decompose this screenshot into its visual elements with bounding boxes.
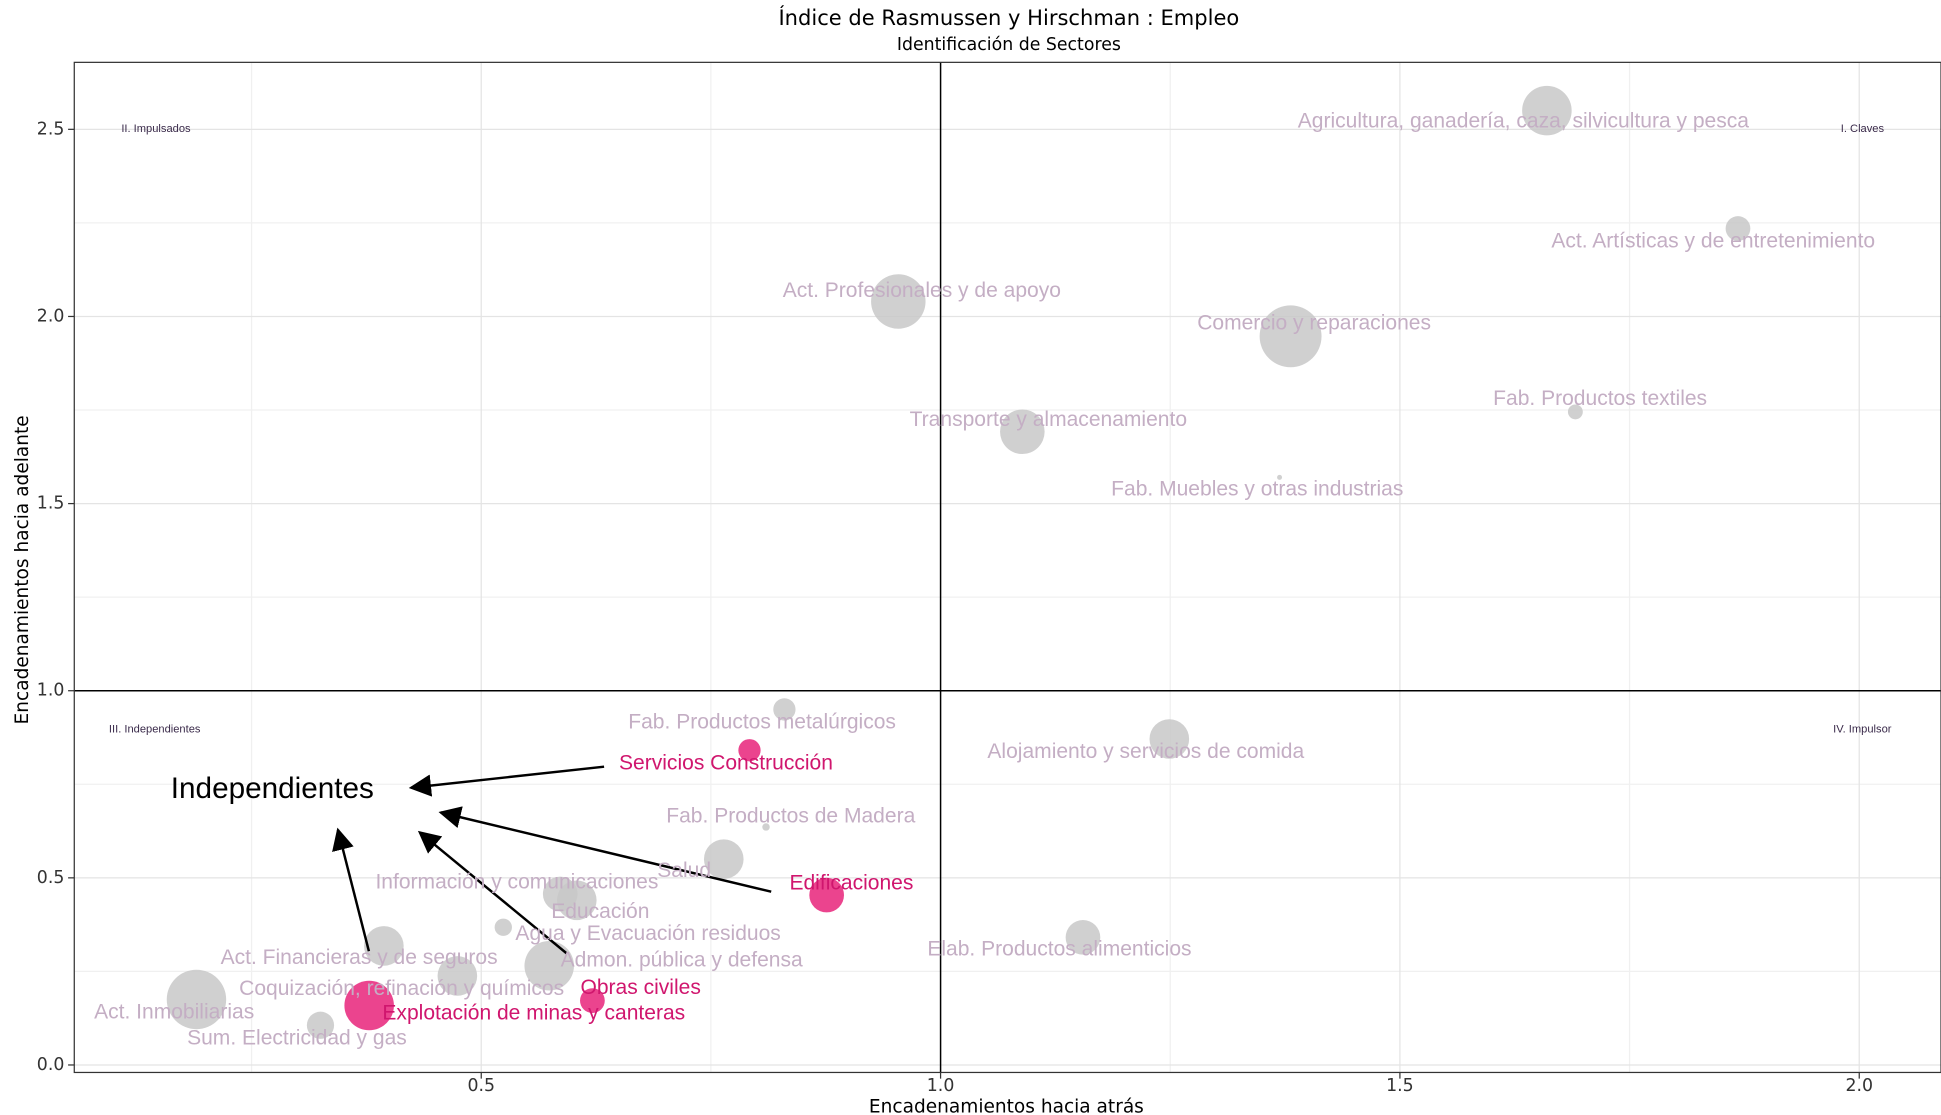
bubble (1259, 305, 1322, 368)
bubble (166, 969, 227, 1030)
point-label: Fab. Muebles y otras industrias (1111, 477, 1403, 500)
point-label: Fab. Productos de Madera (666, 805, 915, 828)
point-label: Admon. pública y defensa (561, 948, 803, 971)
arrow (332, 827, 371, 952)
grid (73, 61, 1941, 1074)
x-tick-label: 2.0 (1845, 1076, 1873, 1096)
point-label: Comercio y reparaciones (1197, 311, 1431, 334)
bubble (738, 739, 761, 762)
bubble (344, 980, 394, 1031)
plot-border (73, 61, 1941, 1074)
quadrant-label: I. Claves (1841, 123, 1885, 135)
bubble (1567, 404, 1583, 420)
point-label: Fab. Productos metalúrgicos (628, 711, 896, 734)
point-label: Act. Financieras y de seguros (221, 946, 498, 969)
point-label: Coquización, refinación y químicos (239, 977, 564, 1000)
bubble (437, 956, 478, 996)
bubble (1000, 409, 1045, 455)
bubble (364, 926, 404, 966)
bubble (306, 1011, 335, 1039)
x-axis-label: Encadenamientos hacia atrás (869, 1097, 1144, 1115)
point-label: Sum. Electricidad y gas (187, 1026, 407, 1049)
bubble (703, 839, 744, 879)
chart-title: Índice de Rasmussen y Hirschman : Empleo (778, 5, 1239, 30)
point-label: Act. Artísticas y de entretenimiento (1551, 230, 1875, 253)
quadrant-label: III. Independientes (109, 724, 201, 736)
point-label: Agricultura, ganadería, caza, silvicultu… (1298, 109, 1750, 132)
bubble (762, 823, 770, 831)
point-label: Servicios Construcción (619, 751, 833, 774)
bubble (524, 941, 574, 991)
bubble (494, 918, 512, 936)
quadrant-label: II. Impulsados (121, 123, 191, 135)
point-label: Edificaciones (789, 871, 913, 894)
y-tick-label: 0.0 (37, 1055, 65, 1075)
arrows (332, 765, 772, 955)
point-label: Agua y Evacuación residuos (515, 922, 780, 945)
point-label: Explotación de minas y canteras (382, 1002, 685, 1025)
quadrant-label: IV. Impulsor (1833, 724, 1892, 736)
point-label: Educación (551, 900, 649, 923)
arrow (438, 806, 772, 893)
bubble (1522, 85, 1572, 136)
bubble (871, 274, 926, 329)
arrow (408, 765, 605, 797)
annotation: Independientes (171, 772, 374, 805)
bubble (580, 988, 605, 1013)
y-tick-label: 0.5 (37, 868, 65, 888)
point-label: Salud (657, 859, 711, 882)
y-tick-label: 1.0 (37, 681, 65, 701)
marks (166, 85, 1751, 1039)
y-tick-label: 2.0 (37, 306, 65, 326)
x-tick-label: 1.0 (927, 1076, 955, 1096)
bubble (1725, 216, 1751, 241)
point-label: Act. Inmobiliarias (94, 1001, 254, 1024)
bubble (556, 880, 597, 921)
chart-subtitle: Identificación de Sectores (897, 35, 1121, 55)
arrow (417, 830, 568, 955)
y-tick-label: 2.5 (37, 119, 65, 139)
point-label: Obras civiles (580, 976, 700, 999)
point-label: Elab. Productos alimenticios (927, 937, 1191, 960)
point-label: Transporte y almacenamiento (910, 408, 1187, 431)
bubble (773, 698, 796, 721)
bubble (1149, 719, 1190, 759)
y-axis-label: Encadenamientos hacia adelante (12, 415, 33, 724)
x-tick-label: 1.5 (1386, 1076, 1414, 1096)
x-tick-label: 0.5 (467, 1076, 495, 1096)
point-label: Fab. Productos textiles (1493, 387, 1707, 410)
y-tick-label: 1.5 (37, 494, 65, 514)
bubble (1065, 920, 1101, 955)
point-label: Información y comunicaciones (375, 870, 658, 893)
bubble (1277, 474, 1283, 480)
point-label: Alojamiento y servicios de comida (987, 740, 1304, 763)
bubble (809, 877, 844, 913)
point-label: Act. Profesionales y de apoyo (783, 279, 1061, 302)
